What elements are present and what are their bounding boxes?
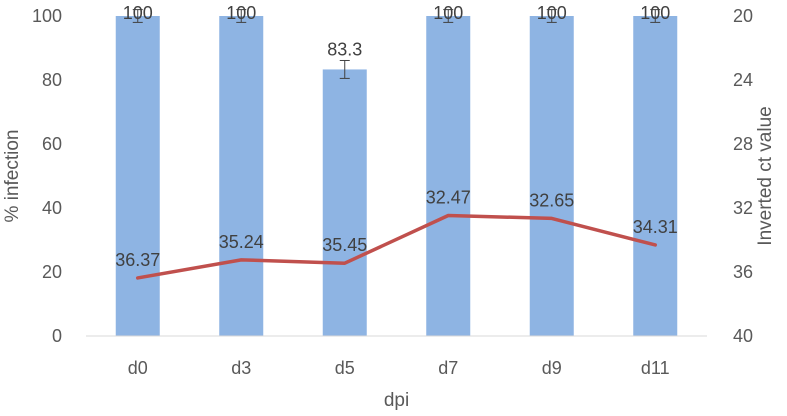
left-axis-ticks: 0 20 40 60 80 100 (32, 6, 62, 346)
error-bar (236, 9, 247, 23)
line-data-label: 35.24 (219, 232, 264, 252)
bar-d9 (529, 16, 574, 336)
error-bar (546, 9, 557, 23)
y-left-tick-label: 20 (42, 262, 62, 282)
y-right-tick-label: 24 (733, 70, 753, 90)
error-bar (650, 9, 661, 23)
line-data-label: 32.47 (426, 188, 471, 208)
y-right-tick-label: 20 (733, 6, 753, 26)
x-tick-label: d3 (231, 358, 251, 378)
line-data-label: 36.37 (115, 250, 160, 270)
x-tick-label: d0 (128, 358, 148, 378)
bar-d5 (322, 69, 367, 336)
x-axis-title: dpi (384, 390, 409, 411)
x-tick-label: d11 (641, 358, 670, 378)
line-data-label: 34.31 (633, 217, 678, 237)
x-tick-label: d9 (542, 358, 562, 378)
line-data-label: 35.45 (322, 235, 367, 255)
x-axis-ticks: d0 d3 d5 d7 d9 d11 (128, 358, 670, 378)
ct-value-line (136, 213, 657, 280)
line-data-label: 32.65 (529, 190, 574, 210)
error-bar (443, 9, 454, 23)
y-left-tick-label: 80 (42, 70, 62, 90)
line-series (136, 213, 657, 280)
error-bar (132, 9, 143, 23)
y-left-tick-label: 100 (32, 6, 62, 26)
x-tick-label: d5 (335, 358, 355, 378)
y-left-axis-title: % infection (2, 130, 23, 223)
y-right-axis-title: Inverted ct value (755, 106, 776, 245)
bar-data-label: 100 (123, 3, 153, 23)
bar-data-label: 100 (640, 3, 670, 23)
x-tick-label: d7 (438, 358, 458, 378)
bar-data-label: 100 (537, 3, 567, 23)
line-data-labels: 36.37 35.24 35.45 32.47 32.65 34.31 (115, 188, 678, 270)
bar-d3 (219, 16, 264, 336)
y-right-tick-label: 32 (733, 198, 753, 218)
right-axis-ticks: 20 24 28 32 36 40 (733, 6, 753, 346)
bar-data-label: 100 (433, 3, 463, 23)
error-bar (339, 59, 350, 79)
bar-series (115, 16, 678, 336)
y-left-tick-label: 40 (42, 198, 62, 218)
y-right-tick-label: 36 (733, 262, 753, 282)
y-left-tick-label: 60 (42, 134, 62, 154)
bar-data-labels: 100 100 83.3 100 100 100 (123, 3, 671, 59)
bar-d11 (633, 16, 678, 336)
bar-data-label: 100 (226, 3, 256, 23)
y-right-tick-label: 28 (733, 134, 753, 154)
bar-d0 (115, 16, 160, 336)
error-bars (132, 9, 661, 79)
y-left-tick-label: 0 (52, 326, 62, 346)
y-right-tick-label: 40 (733, 326, 753, 346)
bar-data-label: 83.3 (327, 39, 362, 59)
bar-d7 (426, 16, 471, 336)
